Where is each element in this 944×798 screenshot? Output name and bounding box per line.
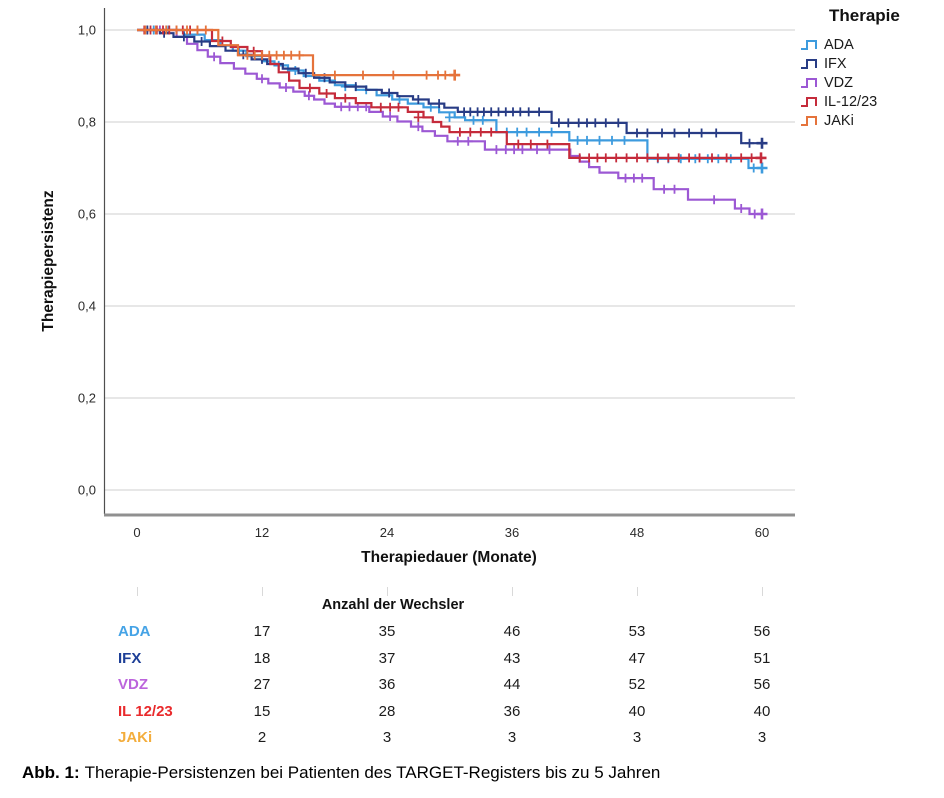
risk-table-column-tick — [136, 587, 138, 596]
risk-value: 44 — [503, 676, 521, 693]
risk-value: 40 — [628, 702, 646, 720]
risk-value: 40 — [753, 702, 771, 720]
legend-line-icon — [801, 78, 817, 88]
legend-label: JAKi — [824, 112, 854, 129]
legend-line-icon — [801, 97, 817, 107]
risk-value: 3 — [382, 729, 392, 746]
y-axis-title: Therapiepersistenz — [40, 190, 57, 332]
risk-value: 56 — [753, 623, 771, 640]
y-tick-label: 0,0 — [78, 483, 96, 498]
y-tick-label: 0,4 — [78, 299, 96, 314]
terminal-mark-IFX — [756, 137, 768, 149]
legend-label: IFX — [824, 55, 847, 72]
risk-value: 27 — [253, 676, 271, 693]
legend-label: VDZ — [824, 74, 853, 91]
risk-value: 51 — [753, 649, 771, 667]
km-curve-IL-12/23 — [137, 28, 762, 159]
km-curve-VDZ — [137, 28, 762, 216]
caption-text: Therapie-Persistenzen bei Patienten des … — [84, 763, 661, 782]
x-tick-label: 24 — [380, 525, 394, 540]
risk-row-label-IL-12-23: IL 12/23 — [118, 702, 173, 720]
x-tick-label: 12 — [255, 525, 269, 540]
risk-value: 3 — [632, 729, 642, 746]
risk-value: 56 — [753, 676, 771, 693]
legend-item-JAKi: JAKi — [798, 111, 944, 130]
legend-label: ADA — [824, 36, 854, 53]
risk-value: 43 — [503, 649, 521, 667]
risk-row-label-IFX: IFX — [118, 649, 142, 667]
risk-table-title: Anzahl der Wechsler — [321, 597, 465, 613]
figure-caption: Abb. 1: Therapie-Persistenzen bei Patient… — [22, 763, 922, 783]
chart-legend: Therapie ADA IFX VDZ IL-12/23 JAKi — [798, 6, 944, 130]
risk-value: 46 — [503, 623, 521, 640]
terminal-mark-IL-12/23 — [755, 152, 767, 164]
x-tick-label: 36 — [505, 525, 519, 540]
y-tick-label: 0,8 — [78, 115, 96, 130]
km-chart: 0,0 0,2 0,4 0,6 0,8 1,0 0 12 24 36 48 60 Therapiedau… — [40, 8, 795, 566]
risk-value: 3 — [757, 729, 767, 746]
risk-value: 36 — [503, 702, 521, 720]
legend-item-VDZ: VDZ — [798, 73, 944, 92]
risk-value: 17 — [253, 623, 271, 640]
y-tick-label: 0,6 — [78, 207, 96, 222]
y-tick-label: 0,2 — [78, 391, 96, 406]
risk-row-label-VDZ: VDZ — [118, 676, 148, 693]
risk-row-label-ADA: ADA — [118, 623, 151, 640]
censor-marks-JAKi — [140, 25, 450, 80]
risk-value: 52 — [628, 676, 646, 693]
terminal-mark-VDZ — [756, 208, 768, 220]
risk-value: 18 — [253, 649, 271, 667]
legend-line-icon — [801, 59, 817, 69]
y-tick-label: 1,0 — [78, 23, 96, 38]
legend-label: IL-12/23 — [824, 93, 878, 110]
risk-table-column-tick — [636, 587, 638, 596]
risk-value: 37 — [378, 649, 396, 667]
legend-items: ADA IFX VDZ IL-12/23 JAKi — [798, 35, 944, 130]
x-tick-label: 60 — [755, 525, 769, 540]
terminal-mark-ADA — [756, 162, 768, 174]
legend-item-IFX: IFX — [798, 54, 944, 73]
km-curve-IFX — [137, 28, 762, 145]
legend-title: Therapie — [829, 6, 900, 25]
risk-table: Anzahl der Wechsler ADA 17 35 46 53 56 IFX 18 37… — [0, 583, 944, 755]
risk-row-label-JAKi: JAKi — [118, 729, 153, 746]
risk-value: 35 — [378, 623, 396, 640]
km-curve-JAKi — [137, 28, 455, 77]
risk-table-column-tick — [511, 587, 513, 596]
risk-table-column-tick — [261, 587, 263, 596]
risk-table-column-tick — [761, 587, 763, 596]
legend-line-icon — [801, 116, 817, 126]
legend-line-icon — [801, 40, 817, 50]
terminal-mark-JAKi — [449, 69, 461, 81]
risk-value: 2 — [257, 729, 267, 746]
risk-table-column-tick — [386, 587, 388, 596]
caption-label: Abb. 1: — [22, 763, 80, 782]
risk-value: 28 — [378, 702, 396, 720]
x-axis-title: Therapiedauer (Monate) — [361, 549, 537, 566]
risk-value: 53 — [628, 623, 646, 640]
risk-value: 47 — [628, 649, 646, 667]
x-tick-label: 0 — [133, 525, 140, 540]
legend-item-ADA: ADA — [798, 35, 944, 54]
legend-item-IL-12/23: IL-12/23 — [798, 92, 944, 111]
risk-value: 3 — [507, 729, 517, 746]
risk-value: 36 — [378, 676, 396, 693]
x-tick-label: 48 — [630, 525, 644, 540]
risk-value: 15 — [253, 702, 271, 720]
